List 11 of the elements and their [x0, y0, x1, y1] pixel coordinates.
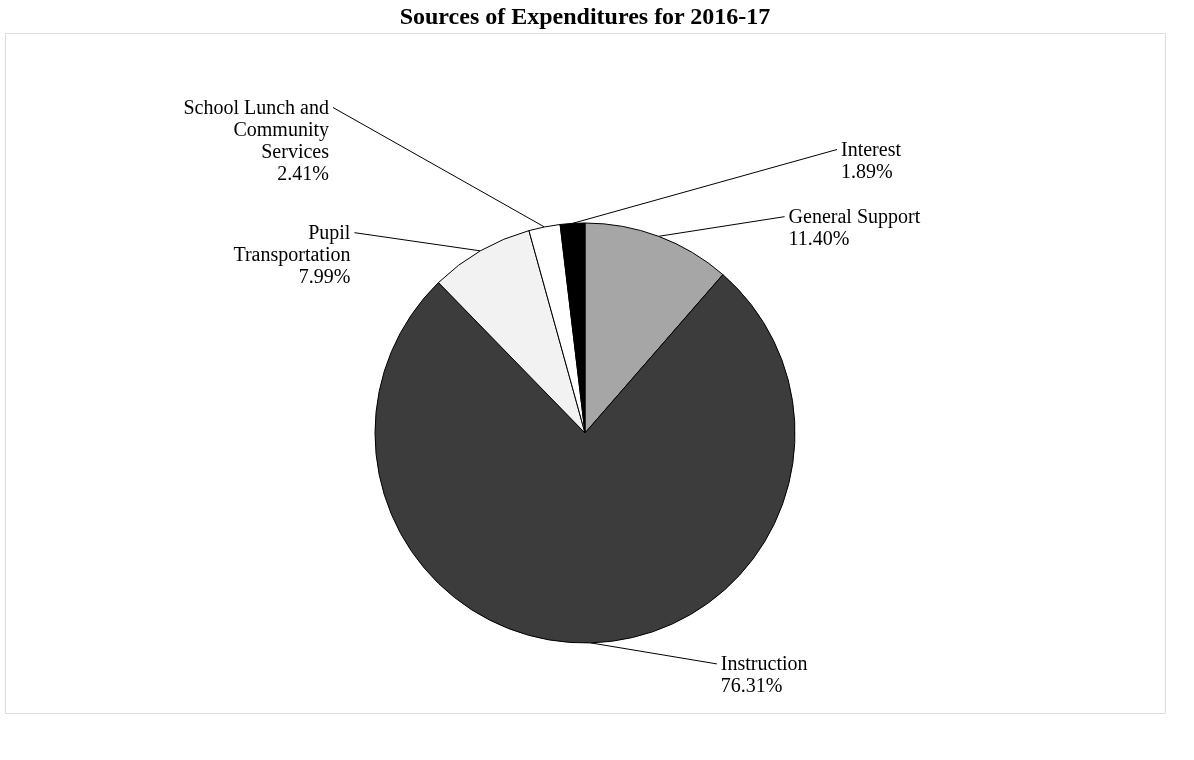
- slice-label: Interest: [841, 137, 902, 160]
- slice-label: School Lunch and Community Services: [183, 95, 330, 162]
- slice-label: Pupil Transportation: [233, 220, 351, 266]
- slice-label: Instruction: [720, 651, 808, 674]
- slice-label: General Support: [788, 204, 921, 228]
- data-label: 11.40%: [788, 226, 850, 249]
- data-label: 1.89%: [841, 159, 893, 182]
- data-label: 2.41%: [277, 161, 329, 184]
- chart-title: Sources of Expenditures for 2016-17: [399, 3, 771, 29]
- data-label: 7.99%: [298, 264, 351, 287]
- data-label: 76.31%: [720, 673, 783, 696]
